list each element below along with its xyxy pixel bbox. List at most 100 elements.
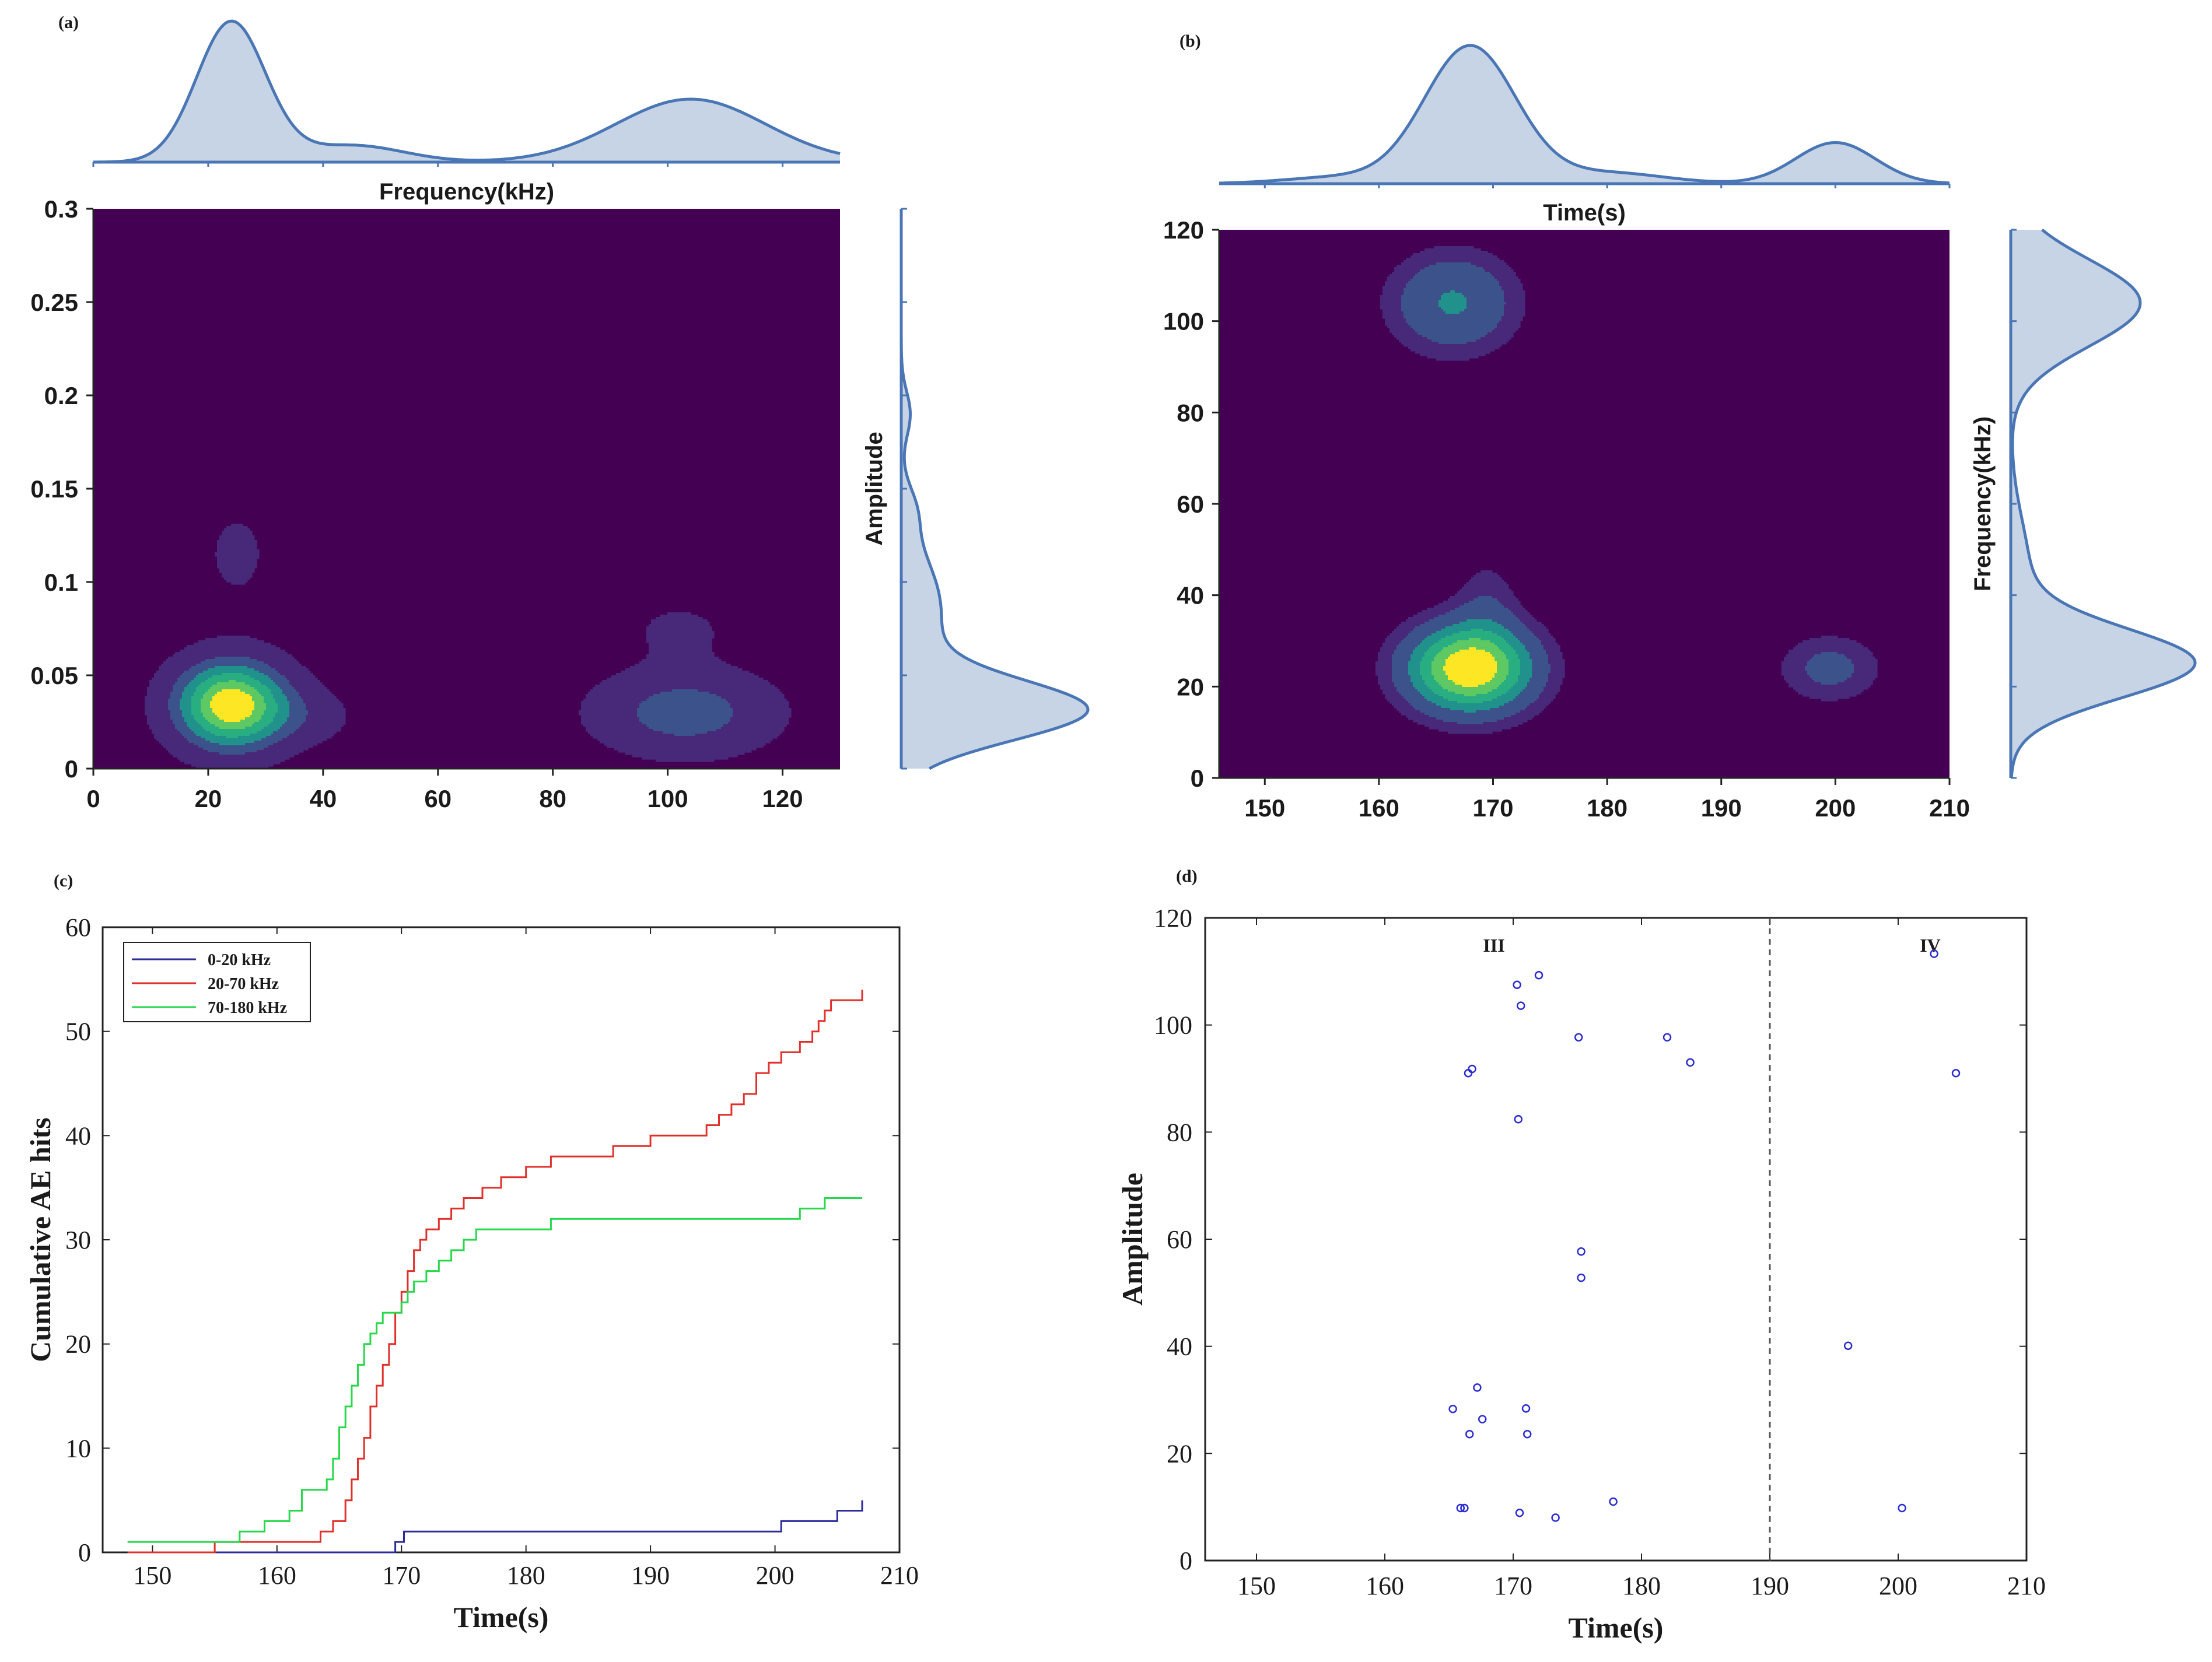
- contour-cell-level-1: [709, 671, 712, 674]
- contour-cell-level-1: [166, 685, 169, 688]
- contour-cell-level-1: [236, 640, 239, 643]
- contour-cell-level-1: [173, 654, 176, 657]
- contour-cell-level-1: [285, 664, 288, 667]
- contour-cell-level-1: [786, 715, 789, 718]
- contour-cell-level-1: [243, 549, 246, 552]
- contour-cell-level-1: [187, 668, 190, 671]
- contour-cell-level-1: [212, 650, 215, 653]
- contour-cell-level-1: [327, 694, 330, 697]
- contour-cell-level-1: [754, 699, 757, 702]
- contour-cell-level-1: [702, 647, 705, 650]
- contour-cell-level-1: [646, 631, 649, 634]
- contour-cell-level-1: [240, 568, 243, 571]
- contour-cell-level-6: [215, 706, 218, 709]
- contour-cell-level-1: [152, 692, 155, 695]
- contour-cell-level-1: [758, 678, 761, 681]
- contour-cell-level-2: [691, 701, 694, 704]
- contour-cell-level-1: [698, 687, 701, 690]
- contour-cell-level-1: [716, 689, 719, 692]
- contour-cell-level-1: [273, 666, 276, 669]
- contour-cell-level-6: [219, 699, 222, 702]
- contour-cell-level-2: [663, 713, 666, 716]
- contour-cell-level-1: [679, 633, 682, 636]
- contour-cell-level-5: [233, 685, 236, 688]
- contour-cell-level-1: [240, 647, 243, 650]
- contour-cell-level-4: [273, 715, 276, 718]
- contour-cell-level-2: [716, 696, 719, 699]
- contour-cell-level-1: [723, 685, 726, 688]
- contour-cell-level-1: [324, 713, 327, 716]
- contour-cell-level-5: [201, 708, 204, 711]
- contour-cell-level-1: [688, 685, 691, 688]
- contour-cell-level-1: [691, 657, 694, 660]
- contour-cell-level-2: [665, 710, 668, 713]
- contour-cell-level-1: [782, 706, 785, 709]
- contour-cell-level-2: [257, 668, 260, 671]
- contour-cell-level-1: [672, 650, 675, 653]
- contour-cell-level-2: [187, 680, 190, 683]
- contour-cell-level-2: [173, 706, 176, 709]
- contour-cell-level-1: [721, 685, 724, 688]
- contour-cell-level-2: [273, 673, 276, 676]
- contour-cell-level-2: [282, 692, 285, 695]
- contour-cell-level-1: [709, 687, 712, 690]
- contour-cell-level-4: [250, 685, 253, 688]
- contour-cell-level-2: [667, 713, 670, 716]
- contour-cell-level-1: [285, 666, 288, 669]
- contour-cell-level-2: [189, 675, 192, 678]
- contour-cell-level-1: [231, 526, 234, 529]
- contour-cell-level-1: [180, 650, 183, 653]
- contour-cell-level-6: [222, 717, 225, 720]
- contour-cell-level-2: [287, 687, 290, 690]
- contour-cell-level-1: [191, 645, 194, 648]
- contour-cell-level-1: [693, 617, 696, 620]
- contour-cell-level-5: [250, 687, 253, 690]
- contour-cell-level-5: [257, 706, 260, 709]
- contour-cell-level-6: [243, 699, 246, 702]
- contour-cell-level-1: [765, 692, 768, 695]
- contour-cell-level-1: [306, 678, 309, 681]
- contour-cell-level-1: [229, 542, 232, 545]
- contour-cell-level-2: [296, 713, 299, 716]
- contour-cell-level-1: [329, 694, 332, 697]
- contour-cell-level-1: [623, 671, 626, 674]
- contour-cell-level-2: [684, 696, 687, 699]
- contour-cell-level-1: [173, 673, 176, 676]
- contour-cell-level-1: [322, 687, 325, 690]
- contour-cell-level-2: [208, 664, 211, 667]
- contour-cell-level-1: [698, 685, 701, 688]
- contour-cell-level-1: [695, 666, 698, 669]
- contour-cell-level-1: [595, 710, 598, 713]
- contour-cell-level-3: [254, 678, 257, 681]
- contour-cell-level-1: [779, 701, 782, 704]
- contour-cell-level-1: [649, 629, 652, 632]
- contour-cell-level-1: [236, 654, 239, 657]
- contour-cell-level-2: [714, 701, 717, 704]
- contour-cell-level-1: [660, 617, 663, 620]
- contour-cell-level-1: [756, 694, 759, 697]
- contour-cell-level-3: [224, 666, 227, 669]
- contour-cell-level-2: [670, 696, 673, 699]
- contour-cell-level-5: [240, 682, 243, 685]
- contour-cell-level-2: [177, 699, 180, 702]
- contour-cell-level-3: [215, 666, 218, 669]
- contour-cell-level-1: [639, 689, 642, 692]
- contour-cell-level-1: [618, 701, 621, 704]
- contour-cell-level-1: [695, 626, 698, 629]
- contour-cell-level-5: [208, 710, 211, 713]
- contour-cell-level-2: [642, 708, 645, 711]
- contour-cell-level-1: [709, 633, 712, 636]
- contour-cell-level-2: [287, 682, 290, 685]
- contour-cell-level-1: [681, 645, 684, 648]
- contour-cell-level-1: [681, 666, 684, 669]
- contour-cell-level-1: [658, 671, 661, 674]
- contour-cell-level-1: [628, 713, 631, 716]
- contour-cell-level-2: [646, 706, 649, 709]
- contour-cell-level-1: [161, 715, 164, 718]
- contour-cell-level-2: [240, 659, 243, 662]
- contour-cell-level-6: [243, 708, 246, 711]
- contour-cell-level-2: [651, 710, 654, 713]
- contour-cell-level-1: [226, 542, 229, 545]
- contour-cell-level-1: [684, 671, 687, 674]
- contour-cell-level-1: [287, 666, 290, 669]
